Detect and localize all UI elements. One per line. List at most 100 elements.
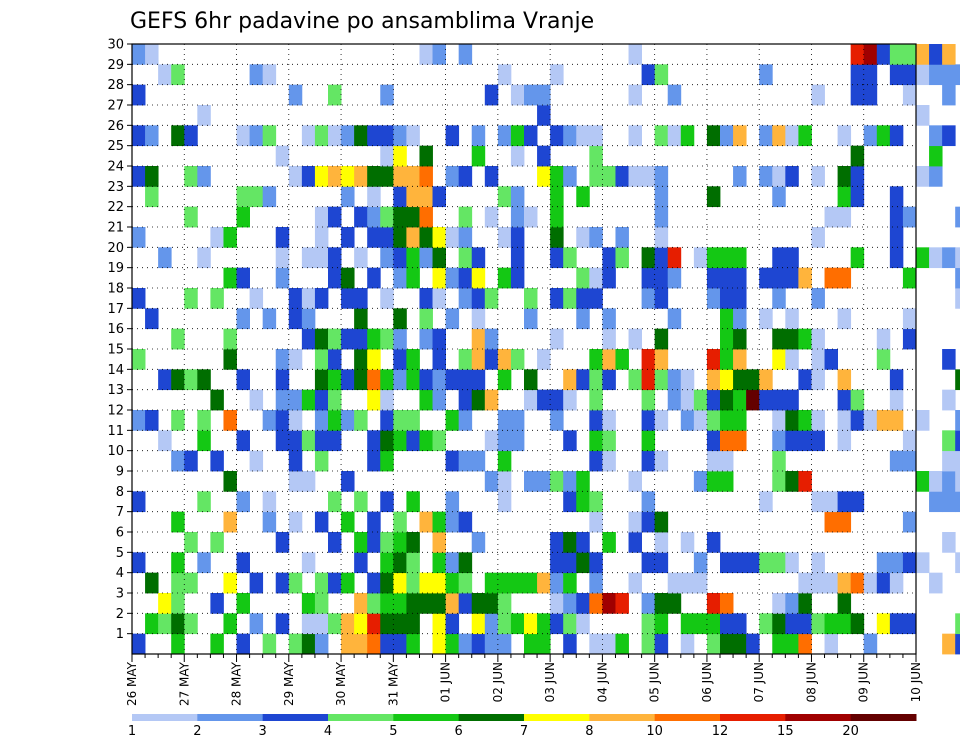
- heatmap-cell: [720, 552, 734, 574]
- heatmap-cell: [471, 389, 486, 411]
- heatmap-cell: [772, 166, 786, 187]
- heatmap-cell: [445, 552, 460, 574]
- heatmap-cell: [458, 552, 473, 574]
- legend-label: 2: [193, 724, 201, 739]
- heatmap-cell: [132, 349, 146, 370]
- heatmap-cell: [471, 145, 486, 167]
- heatmap-cell: [850, 410, 865, 431]
- heatmap-cell: [628, 572, 642, 594]
- heatmap-cell: [863, 410, 878, 431]
- heatmap-cell: [720, 328, 734, 350]
- heatmap-cell: [223, 511, 237, 533]
- heatmap-cell: [798, 410, 812, 431]
- heatmap-cell: [471, 633, 486, 655]
- heatmap-cell: [706, 186, 721, 208]
- heatmap-cell: [419, 145, 433, 167]
- heatmap-cell: [811, 572, 825, 594]
- heatmap-cell: [145, 308, 159, 330]
- heatmap-cell: [641, 552, 656, 574]
- heatmap-cell: [171, 328, 185, 350]
- heatmap-cell: [916, 471, 930, 492]
- heatmap-cell: [380, 593, 394, 614]
- heatmap-cell: [798, 613, 812, 635]
- heatmap-cell: [615, 166, 629, 187]
- heatmap-cell: [720, 410, 734, 431]
- heatmap-cell: [811, 552, 825, 574]
- heatmap-cell: [314, 206, 329, 228]
- heatmap-cell: [733, 267, 747, 289]
- heatmap-cell: [367, 572, 381, 594]
- x-tick-label: 01 JUN: [439, 662, 453, 702]
- heatmap-cell: [314, 511, 329, 533]
- heatmap-cell: [550, 186, 564, 208]
- heatmap-cell: [746, 389, 760, 411]
- heatmap-cell: [497, 471, 512, 492]
- heatmap-cell: [641, 410, 656, 431]
- heatmap-cell: [942, 349, 956, 370]
- heatmap-cell: [576, 593, 590, 614]
- heatmap-cell: [680, 125, 695, 147]
- heatmap-cell: [759, 491, 773, 513]
- heatmap-cell: [563, 389, 577, 411]
- heatmap-cell: [432, 593, 446, 614]
- heatmap-cell: [641, 64, 656, 86]
- heatmap-cell: [720, 613, 734, 635]
- heatmap-cell: [576, 308, 590, 330]
- heatmap-cell: [458, 511, 473, 533]
- heatmap-cell: [236, 430, 250, 452]
- heatmap-cell: [249, 186, 264, 208]
- heatmap-cell: [902, 511, 917, 533]
- heatmap-cell: [772, 349, 786, 370]
- heatmap-cell: [942, 430, 956, 452]
- heatmap-cell: [798, 593, 812, 614]
- legend-label: 12: [712, 724, 729, 739]
- heatmap-cell: [850, 572, 865, 594]
- heatmap-cell: [380, 410, 394, 431]
- heatmap-cell: [497, 64, 512, 86]
- heatmap-cell: [563, 471, 577, 492]
- heatmap-cell: [497, 450, 512, 472]
- legend-swatch: [589, 714, 656, 721]
- heatmap-cell: [550, 532, 564, 553]
- heatmap-cell: [942, 532, 956, 553]
- heatmap-cell: [667, 369, 682, 391]
- y-tick-label: 18: [107, 282, 124, 297]
- heatmap-cell: [785, 166, 799, 187]
- heatmap-cell: [785, 552, 799, 574]
- heatmap-cell: [733, 430, 747, 452]
- heatmap-cell: [432, 613, 446, 635]
- heatmap-cell: [341, 369, 355, 391]
- heatmap-cell: [223, 227, 237, 248]
- x-axis: 26 MAY 27 MAY 28 MAY 29 MAY 30 MAY 31 MAY 01 J…: [125, 654, 923, 706]
- heatmap-cell: [863, 125, 878, 147]
- heatmap-cell: [171, 450, 185, 472]
- heatmap-cell: [706, 430, 721, 452]
- heatmap-cell: [406, 532, 420, 553]
- heatmap-cell: [510, 227, 525, 248]
- heatmap-cell: [837, 369, 852, 391]
- heatmap-cell: [262, 410, 277, 431]
- heatmap-cell: [275, 349, 290, 370]
- heatmap-cell: [314, 613, 329, 635]
- heatmap-cell: [301, 389, 316, 411]
- heatmap-cell: [184, 166, 198, 187]
- heatmap-cell: [406, 186, 420, 208]
- heatmap-cell: [733, 308, 747, 330]
- heatmap-cell: [837, 430, 852, 452]
- heatmap-cell: [850, 84, 865, 106]
- y-tick-label: 9: [116, 465, 124, 480]
- heatmap-cell: [341, 227, 355, 248]
- heatmap-cell: [772, 267, 786, 289]
- heatmap-cell: [654, 328, 669, 350]
- heatmap-cell: [667, 267, 682, 289]
- heatmap-cell: [641, 593, 656, 614]
- heatmap-cell: [929, 471, 943, 492]
- heatmap-cell: [132, 227, 146, 248]
- heatmap-cell: [314, 593, 329, 614]
- heatmap-cell: [223, 349, 237, 370]
- heatmap-cell: [798, 267, 812, 289]
- heatmap-cell: [367, 430, 381, 452]
- heatmap-cell: [654, 267, 669, 289]
- heatmap-cell: [955, 288, 960, 309]
- heatmap-cell: [589, 125, 603, 147]
